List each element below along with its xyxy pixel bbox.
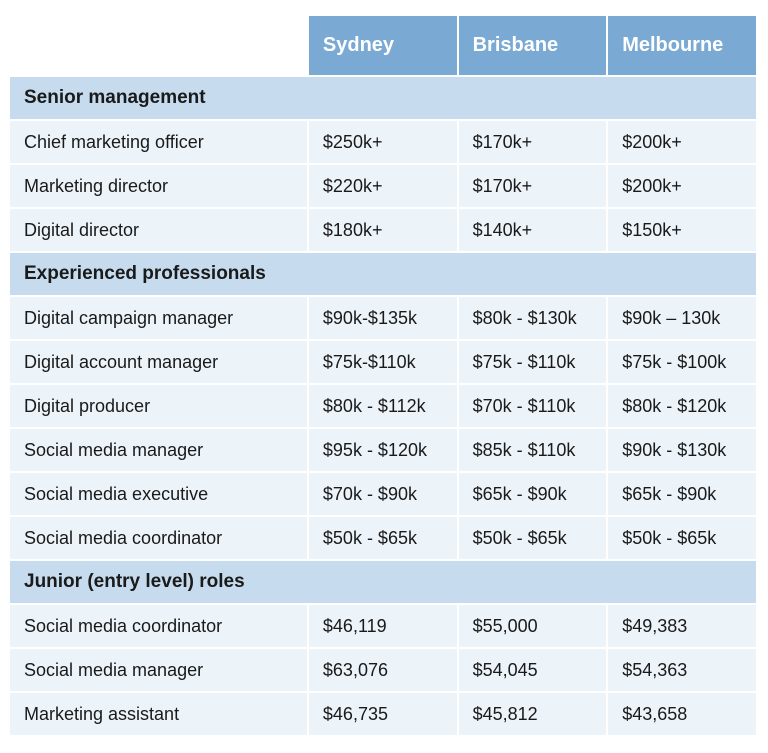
- role-cell: Digital producer: [10, 384, 308, 428]
- role-cell: Chief marketing officer: [10, 120, 308, 164]
- value-cell: $90k-$135k: [308, 296, 458, 340]
- value-cell: $65k - $90k: [458, 472, 608, 516]
- section-title: Senior management: [10, 76, 757, 120]
- table-row: Marketing director $220k+ $170k+ $200k+: [10, 164, 757, 208]
- value-cell: $46,119: [308, 604, 458, 648]
- table-row: Social media coordinator $46,119 $55,000…: [10, 604, 757, 648]
- value-cell: $80k - $112k: [308, 384, 458, 428]
- value-cell: $45,812: [458, 692, 608, 736]
- value-cell: $90k - $130k: [607, 428, 757, 472]
- table-row: Social media executive $70k - $90k $65k …: [10, 472, 757, 516]
- value-cell: $200k+: [607, 164, 757, 208]
- role-cell: Social media executive: [10, 472, 308, 516]
- table-row: Social media manager $63,076 $54,045 $54…: [10, 648, 757, 692]
- value-cell: $65k - $90k: [607, 472, 757, 516]
- value-cell: $75k - $100k: [607, 340, 757, 384]
- value-cell: $170k+: [458, 120, 608, 164]
- value-cell: $150k+: [607, 208, 757, 252]
- value-cell: $85k - $110k: [458, 428, 608, 472]
- section-title: Junior (entry level) roles: [10, 560, 757, 604]
- value-cell: $180k+: [308, 208, 458, 252]
- table-row: Social media manager $95k - $120k $85k -…: [10, 428, 757, 472]
- value-cell: $70k - $90k: [308, 472, 458, 516]
- role-cell: Social media coordinator: [10, 604, 308, 648]
- value-cell: $95k - $120k: [308, 428, 458, 472]
- table-row: Social media coordinator $50k - $65k $50…: [10, 516, 757, 560]
- value-cell: $63,076: [308, 648, 458, 692]
- value-cell: $50k - $65k: [308, 516, 458, 560]
- value-cell: $80k - $130k: [458, 296, 608, 340]
- role-cell: Marketing director: [10, 164, 308, 208]
- table-header-row: Sydney Brisbane Melbourne: [10, 16, 757, 76]
- section-title: Experienced professionals: [10, 252, 757, 296]
- value-cell: $140k+: [458, 208, 608, 252]
- table-row: Digital producer $80k - $112k $70k - $11…: [10, 384, 757, 428]
- value-cell: $70k - $110k: [458, 384, 608, 428]
- table-row: Digital account manager $75k-$110k $75k …: [10, 340, 757, 384]
- value-cell: $75k - $110k: [458, 340, 608, 384]
- value-cell: $50k - $65k: [458, 516, 608, 560]
- role-cell: Social media manager: [10, 648, 308, 692]
- value-cell: $200k+: [607, 120, 757, 164]
- section-heading: Experienced professionals: [10, 252, 757, 296]
- value-cell: $46,735: [308, 692, 458, 736]
- section-heading: Senior management: [10, 76, 757, 120]
- salary-table: Sydney Brisbane Melbourne Senior managem…: [10, 16, 758, 737]
- value-cell: $54,045: [458, 648, 608, 692]
- header-city-melbourne: Melbourne: [607, 16, 757, 76]
- value-cell: $90k – 130k: [607, 296, 757, 340]
- value-cell: $170k+: [458, 164, 608, 208]
- role-cell: Digital account manager: [10, 340, 308, 384]
- role-cell: Social media manager: [10, 428, 308, 472]
- header-city-brisbane: Brisbane: [458, 16, 608, 76]
- section-heading: Junior (entry level) roles: [10, 560, 757, 604]
- role-cell: Digital director: [10, 208, 308, 252]
- table-row: Digital director $180k+ $140k+ $150k+: [10, 208, 757, 252]
- table-row: Marketing assistant $46,735 $45,812 $43,…: [10, 692, 757, 736]
- value-cell: $220k+: [308, 164, 458, 208]
- value-cell: $50k - $65k: [607, 516, 757, 560]
- role-cell: Marketing assistant: [10, 692, 308, 736]
- table-row: Chief marketing officer $250k+ $170k+ $2…: [10, 120, 757, 164]
- table-row: Digital campaign manager $90k-$135k $80k…: [10, 296, 757, 340]
- value-cell: $75k-$110k: [308, 340, 458, 384]
- role-cell: Social media coordinator: [10, 516, 308, 560]
- table-body: Senior management Chief marketing office…: [10, 76, 757, 736]
- header-city-sydney: Sydney: [308, 16, 458, 76]
- value-cell: $43,658: [607, 692, 757, 736]
- value-cell: $80k - $120k: [607, 384, 757, 428]
- header-empty-cell: [10, 16, 308, 76]
- value-cell: $54,363: [607, 648, 757, 692]
- role-cell: Digital campaign manager: [10, 296, 308, 340]
- value-cell: $55,000: [458, 604, 608, 648]
- value-cell: $49,383: [607, 604, 757, 648]
- value-cell: $250k+: [308, 120, 458, 164]
